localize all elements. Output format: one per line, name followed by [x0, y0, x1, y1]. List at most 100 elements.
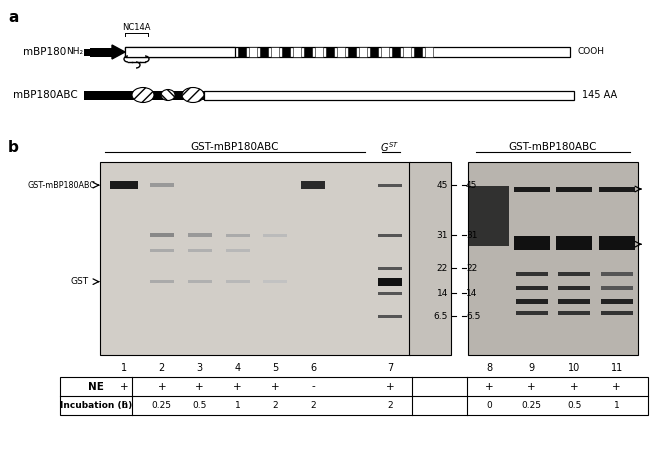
Text: +: + [485, 381, 493, 391]
Text: 22: 22 [466, 264, 478, 273]
Text: a: a [8, 10, 18, 25]
Bar [381, 47, 389, 57]
Text: 45: 45 [466, 181, 478, 190]
Text: NC14A: NC14A [122, 24, 151, 33]
Bar [150, 280, 174, 283]
Bar [359, 47, 367, 57]
Ellipse shape [182, 87, 204, 102]
Bar [150, 183, 174, 187]
Text: 6.5: 6.5 [434, 312, 448, 321]
Bar [516, 311, 548, 315]
Bar [409, 162, 451, 355]
Bar [226, 249, 249, 252]
Bar [392, 47, 400, 57]
Bar [282, 47, 290, 57]
Text: 1: 1 [235, 401, 240, 410]
Bar [263, 280, 287, 283]
Bar [84, 49, 90, 56]
Bar [370, 47, 378, 57]
Bar [378, 278, 402, 286]
Bar [304, 47, 312, 57]
Text: 10: 10 [568, 363, 581, 373]
Bar [558, 272, 590, 277]
Text: 11: 11 [611, 363, 623, 373]
Text: 0.5: 0.5 [192, 401, 207, 410]
Bar [315, 47, 323, 57]
Bar [601, 311, 633, 315]
Text: NH₂: NH₂ [66, 48, 83, 57]
Bar [514, 187, 550, 192]
Text: NE: NE [88, 381, 104, 391]
Bar [271, 47, 279, 57]
Bar [260, 47, 268, 57]
Text: 45: 45 [437, 181, 448, 190]
Bar [403, 47, 411, 57]
Text: GST-mBP180ABC: GST-mBP180ABC [191, 142, 279, 152]
Text: 5: 5 [272, 363, 279, 373]
Bar [516, 286, 548, 290]
Bar [516, 272, 548, 277]
Text: COOH: COOH [578, 48, 605, 57]
Bar [301, 181, 325, 189]
Ellipse shape [132, 87, 154, 102]
Text: 14: 14 [437, 289, 448, 298]
Text: 22: 22 [437, 264, 448, 273]
Bar [60, 377, 648, 415]
Bar [601, 272, 633, 277]
Bar [378, 292, 402, 295]
Bar [378, 267, 402, 270]
Bar [90, 48, 112, 57]
Bar [378, 184, 402, 186]
Bar [558, 311, 590, 315]
Text: 2: 2 [272, 401, 278, 410]
Bar [188, 280, 212, 283]
Text: 0: 0 [121, 401, 127, 410]
Text: 14: 14 [466, 289, 478, 298]
Bar [348, 47, 356, 57]
Bar [100, 162, 410, 355]
Text: 2: 2 [310, 401, 316, 410]
Bar [150, 233, 174, 237]
Bar [599, 187, 635, 192]
Text: 9: 9 [529, 363, 535, 373]
Text: -: - [312, 381, 315, 391]
Bar [188, 233, 212, 237]
Text: mBP180ABC: mBP180ABC [12, 90, 77, 100]
Bar [516, 299, 548, 304]
Bar [249, 47, 257, 57]
Text: 1: 1 [121, 363, 127, 373]
Bar [204, 91, 574, 100]
Text: +: + [386, 381, 394, 391]
Text: 31: 31 [466, 231, 478, 240]
Text: +: + [233, 381, 242, 391]
Bar [125, 47, 235, 57]
Text: b: b [8, 140, 19, 155]
Bar [514, 236, 550, 250]
Text: GST-mBP180ABC: GST-mBP180ABC [28, 181, 96, 190]
Polygon shape [112, 45, 125, 59]
Text: 0.25: 0.25 [152, 401, 172, 410]
Bar [84, 91, 205, 100]
Text: 4: 4 [234, 363, 241, 373]
Bar [556, 236, 592, 250]
Bar [469, 186, 509, 246]
Text: 0.5: 0.5 [567, 401, 581, 410]
Text: +: + [613, 381, 621, 391]
Text: 0: 0 [486, 401, 492, 410]
Text: Incubation (h): Incubation (h) [60, 401, 132, 410]
Text: 3: 3 [197, 363, 203, 373]
Bar [293, 47, 301, 57]
Bar [125, 47, 570, 57]
Bar [378, 234, 402, 237]
Bar [226, 234, 249, 237]
Text: 7: 7 [387, 363, 393, 373]
Bar [558, 286, 590, 290]
Bar [326, 47, 334, 57]
Bar [425, 47, 433, 57]
Bar [337, 47, 345, 57]
Text: +: + [570, 381, 579, 391]
Text: 6.5: 6.5 [466, 312, 480, 321]
Bar [468, 162, 638, 355]
Text: +: + [119, 381, 128, 391]
Bar [110, 181, 138, 189]
